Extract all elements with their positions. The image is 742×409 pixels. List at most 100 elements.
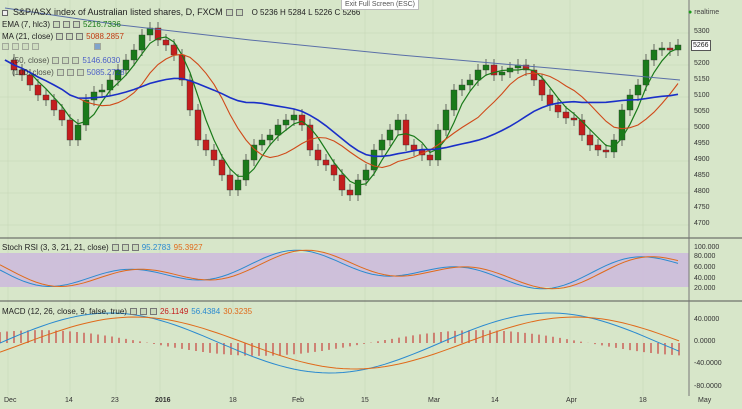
candle-body xyxy=(234,179,242,191)
last-price-marker: 5266 xyxy=(691,40,711,51)
macd-tick: -80.0000 xyxy=(694,383,722,390)
candle-body xyxy=(618,109,626,141)
candle-body xyxy=(402,119,410,146)
candle-body xyxy=(258,139,266,146)
ema-visibility-icon[interactable] xyxy=(53,21,61,28)
candle-body xyxy=(626,94,634,111)
candle-body xyxy=(90,91,98,101)
ma-settings-icon[interactable] xyxy=(66,33,74,40)
time-tick: Dec xyxy=(4,397,17,404)
macd-visibility-icon[interactable] xyxy=(129,308,137,315)
symbol-settings-icon[interactable] xyxy=(225,9,233,16)
ma21-line xyxy=(4,53,679,169)
stoch-settings-icon[interactable] xyxy=(121,244,129,251)
candle-body xyxy=(306,124,314,151)
candle-body xyxy=(546,94,554,106)
macd-settings-icon[interactable] xyxy=(139,308,147,315)
price-tick: 4850 xyxy=(694,172,710,179)
realtime-indicator: ● realtime xyxy=(688,7,719,18)
grid-lines xyxy=(0,0,689,396)
ma50-visibility-icon[interactable] xyxy=(52,57,60,64)
candle-body xyxy=(290,114,298,121)
candle-body xyxy=(562,111,570,119)
candle-body xyxy=(594,144,602,151)
stoch-band xyxy=(0,253,689,287)
ma100-settings-icon[interactable] xyxy=(66,69,74,76)
candle-body xyxy=(186,79,194,111)
stoch-label: Stoch RSI (3, 3, 21, 21, close) xyxy=(2,243,109,252)
time-tick: 2016 xyxy=(155,397,171,404)
candle-body xyxy=(34,84,42,96)
ma100-close-icon[interactable] xyxy=(76,69,84,76)
candle-body xyxy=(114,69,122,81)
macd-signal-line xyxy=(0,316,680,370)
collapse-icon-4[interactable] xyxy=(32,43,39,50)
macd-tick: 40.0000 xyxy=(694,316,720,323)
candle-body xyxy=(322,159,330,166)
time-tick: 18 xyxy=(229,397,237,404)
collapse-icon[interactable] xyxy=(2,43,9,50)
time-tick: 23 xyxy=(111,397,119,404)
time-tick: 18 xyxy=(639,397,647,404)
macd-close-icon[interactable] xyxy=(149,308,157,315)
price-tick: 5100 xyxy=(694,92,710,99)
ma50-label: (50, close) xyxy=(12,56,50,65)
candle-body xyxy=(42,94,50,101)
ma-close-icon[interactable] xyxy=(76,33,84,40)
symbol-legend: S&P/ASX index of Australian listed share… xyxy=(2,7,360,18)
stoch-visibility-icon[interactable] xyxy=(111,244,119,251)
price-tick: 4950 xyxy=(694,140,710,147)
ma50-settings-icon[interactable] xyxy=(62,57,70,64)
exit-fullscreen-button[interactable]: Exit Full Screen (ESC) xyxy=(341,0,420,10)
candle-body xyxy=(242,159,250,181)
candle-body xyxy=(138,34,146,51)
ema-value: 5216.7336 xyxy=(83,20,121,29)
price-tick: 4900 xyxy=(694,156,710,163)
macd-line xyxy=(0,312,680,374)
candle-body xyxy=(666,47,674,51)
candle-body xyxy=(458,84,466,91)
candle-body xyxy=(154,27,162,41)
candle-body xyxy=(674,44,682,51)
ma50-close-icon[interactable] xyxy=(72,57,80,64)
hidden-indicators-toggle[interactable] xyxy=(2,43,101,50)
candle-body xyxy=(218,159,226,176)
macd-hist-value: 26.1149 xyxy=(159,307,189,316)
candle-body xyxy=(450,89,458,111)
ma-visibility-icon[interactable] xyxy=(56,33,64,40)
ma50-value: 5146.6030 xyxy=(82,56,121,65)
candle-body xyxy=(442,109,450,131)
ema-settings-icon[interactable] xyxy=(63,21,71,28)
candle-body xyxy=(26,74,34,86)
candle-body xyxy=(538,79,546,96)
ema-close-icon[interactable] xyxy=(73,21,81,28)
candle-body xyxy=(18,69,26,76)
macd-legend: MACD (12, 26, close, 9, false, true) 26.… xyxy=(2,306,252,317)
realtime-dot-icon: ● xyxy=(688,9,693,16)
candle-body xyxy=(122,59,130,71)
indicator-list-icon[interactable] xyxy=(94,43,101,50)
candle-body xyxy=(362,169,370,181)
price-tick: 4700 xyxy=(694,220,710,227)
candle-body xyxy=(394,119,402,131)
ohlc-values: O 5236 H 5284 L 5226 C 5266 xyxy=(251,8,361,17)
collapse-icon-3[interactable] xyxy=(22,43,29,50)
collapse-icon-2[interactable] xyxy=(12,43,19,50)
price-tick: 4750 xyxy=(694,204,710,211)
candle-body xyxy=(554,104,562,113)
ma100-visibility-icon[interactable] xyxy=(56,69,64,76)
time-tick: 14 xyxy=(65,397,73,404)
stoch-close-icon[interactable] xyxy=(131,244,139,251)
candle-body xyxy=(482,64,490,71)
candle-body xyxy=(578,119,586,136)
candle-body xyxy=(602,149,610,153)
symbol-toggle-icon[interactable] xyxy=(235,9,243,16)
time-tick: May xyxy=(698,397,712,404)
candle-body xyxy=(370,149,378,171)
macd-signal-value: 30.3235 xyxy=(223,307,253,316)
stoch-tick: 100.000 xyxy=(694,244,720,251)
candle-body xyxy=(82,99,90,126)
stoch-d-line xyxy=(0,249,679,290)
symbol-title: S&P/ASX index of Australian listed share… xyxy=(13,7,223,17)
